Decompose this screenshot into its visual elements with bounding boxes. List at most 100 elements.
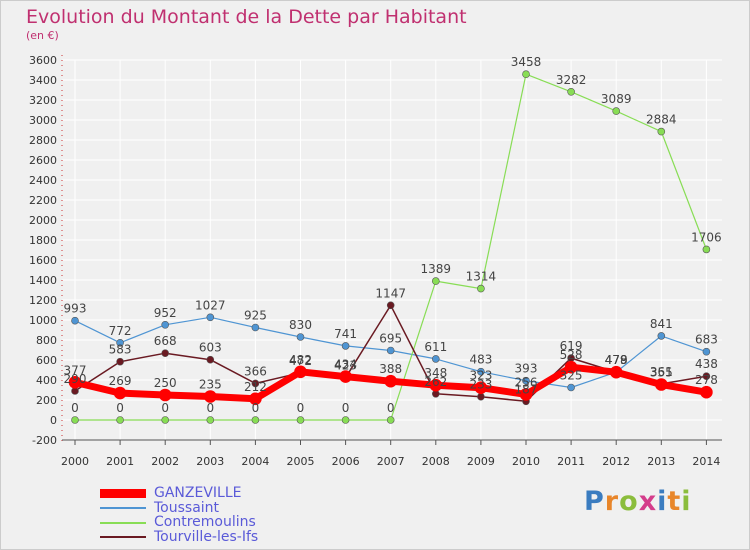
y-tick-label: 2200 xyxy=(29,194,57,207)
point-tourville xyxy=(386,301,395,310)
data-label-contremoulins: 0 xyxy=(387,401,395,415)
y-tick-label: 800 xyxy=(36,334,57,347)
point-tourville xyxy=(477,392,485,401)
x-tick-label: 2004 xyxy=(241,455,269,468)
data-label-contremoulins: 2884 xyxy=(646,113,677,127)
data-label-toussaint: 841 xyxy=(650,317,673,331)
point-toussaint xyxy=(341,342,350,350)
legend-label: Toussaint xyxy=(154,499,220,516)
data-label-contremoulins: 0 xyxy=(116,401,124,415)
x-tick-label: 2003 xyxy=(196,455,224,468)
point-contremoulins xyxy=(296,416,305,424)
data-label-toussaint: 830 xyxy=(289,318,312,332)
data-label-tourville: 472 xyxy=(289,354,312,368)
chart-title: Evolution du Montant de la Dette par Hab… xyxy=(26,6,467,28)
data-label-contremoulins: 0 xyxy=(342,401,350,415)
data-label-contremoulins: 3089 xyxy=(601,92,632,106)
legend-item-tourville: Tourville-les-Ifs xyxy=(100,529,258,545)
y-tick-label: 3400 xyxy=(29,74,57,87)
point-tourville xyxy=(161,349,169,358)
point-ganzeville xyxy=(339,370,352,383)
point-contremoulins xyxy=(71,416,79,424)
data-label-ganzeville: 250 xyxy=(154,376,177,390)
data-label-toussaint: 683 xyxy=(695,333,718,347)
point-ganzeville xyxy=(113,386,127,400)
data-label-toussaint: 772 xyxy=(109,324,132,338)
point-ganzeville xyxy=(700,385,713,399)
data-label-ganzeville: 269 xyxy=(109,374,132,388)
data-label-toussaint: 479 xyxy=(605,353,628,367)
data-label-tourville: 603 xyxy=(199,341,222,355)
data-label-tourville: 668 xyxy=(154,334,177,348)
x-tick-label: 2002 xyxy=(151,455,179,468)
y-tick-label: 2600 xyxy=(29,154,57,167)
point-toussaint xyxy=(522,376,530,385)
logo-letter: x xyxy=(638,486,658,517)
point-toussaint xyxy=(431,355,440,363)
data-label-ganzeville: 348 xyxy=(424,366,447,380)
point-ganzeville xyxy=(654,378,668,391)
data-label-ganzeville: 235 xyxy=(199,378,222,392)
data-label-toussaint: 611 xyxy=(424,340,447,354)
x-tick-label: 2014 xyxy=(692,455,720,468)
point-tourville xyxy=(206,355,215,364)
x-tick-label: 2010 xyxy=(512,455,540,468)
point-ganzeville xyxy=(519,388,533,401)
data-label-tourville: 619 xyxy=(560,339,583,353)
x-tick-label: 2008 xyxy=(422,455,450,468)
data-label-ganzeville: 212 xyxy=(244,380,267,394)
data-label-tourville: 423 xyxy=(334,359,357,373)
point-toussaint xyxy=(161,320,169,329)
y-tick-label: 2800 xyxy=(29,134,57,147)
data-label-toussaint: 952 xyxy=(154,306,177,320)
point-contremoulins xyxy=(341,416,350,424)
data-label-toussaint: 483 xyxy=(469,353,492,367)
data-label-toussaint: 695 xyxy=(379,332,402,346)
point-tourville xyxy=(116,357,124,366)
data-label-contremoulins: 0 xyxy=(252,401,260,415)
data-label-contremoulins: 0 xyxy=(297,401,305,415)
legend-label: GANZEVILLE xyxy=(154,485,242,501)
data-label-tourville: 361 xyxy=(650,365,673,379)
point-contremoulins xyxy=(702,245,711,254)
data-label-tourville: 583 xyxy=(109,343,132,357)
data-label-contremoulins: 3282 xyxy=(556,73,587,87)
data-label-ganzeville: 528 xyxy=(560,348,583,362)
x-tick-label: 2012 xyxy=(602,455,630,468)
point-toussaint xyxy=(251,323,260,332)
point-contremoulins xyxy=(657,127,666,136)
data-label-ganzeville: 388 xyxy=(379,362,402,376)
legend-item-contremoulins: Contremoulins xyxy=(100,515,256,530)
proxiti-logo: Proxiti xyxy=(584,486,692,517)
point-contremoulins xyxy=(386,416,395,424)
y-tick-label: 3200 xyxy=(29,94,57,107)
point-ganzeville xyxy=(68,375,82,389)
y-tick-label: 3600 xyxy=(29,54,57,67)
data-label-toussaint: 393 xyxy=(515,362,538,376)
y-tick-label: 2400 xyxy=(29,174,57,187)
y-tick-label: 1600 xyxy=(29,254,57,267)
point-contremoulins xyxy=(522,70,530,78)
y-tick-label: 2000 xyxy=(29,214,57,227)
data-label-tourville: 233 xyxy=(469,378,492,392)
y-tick-label: 400 xyxy=(36,374,57,387)
logo-letter: o xyxy=(619,486,639,517)
logo-letter: t xyxy=(667,486,682,517)
x-tick-label: 2006 xyxy=(332,455,360,468)
x-tick-label: 2009 xyxy=(467,455,495,468)
data-label-ganzeville: 323 xyxy=(469,369,492,383)
y-tick-label: 3000 xyxy=(29,114,57,127)
point-ganzeville xyxy=(384,374,398,388)
point-ganzeville xyxy=(204,390,217,403)
data-label-tourville: 479 xyxy=(605,353,628,367)
point-toussaint xyxy=(296,333,305,341)
legend-swatch-ganzeville xyxy=(100,489,146,498)
y-tick-label: 1200 xyxy=(29,294,57,307)
logo-letter: i xyxy=(657,486,668,517)
data-label-ganzeville: 434 xyxy=(334,358,357,372)
data-label-tourville: 366 xyxy=(244,364,267,378)
point-contremoulins xyxy=(612,107,621,115)
chart-subtitle: (en €) xyxy=(26,29,59,42)
data-label-contremoulins: 0 xyxy=(206,401,214,415)
